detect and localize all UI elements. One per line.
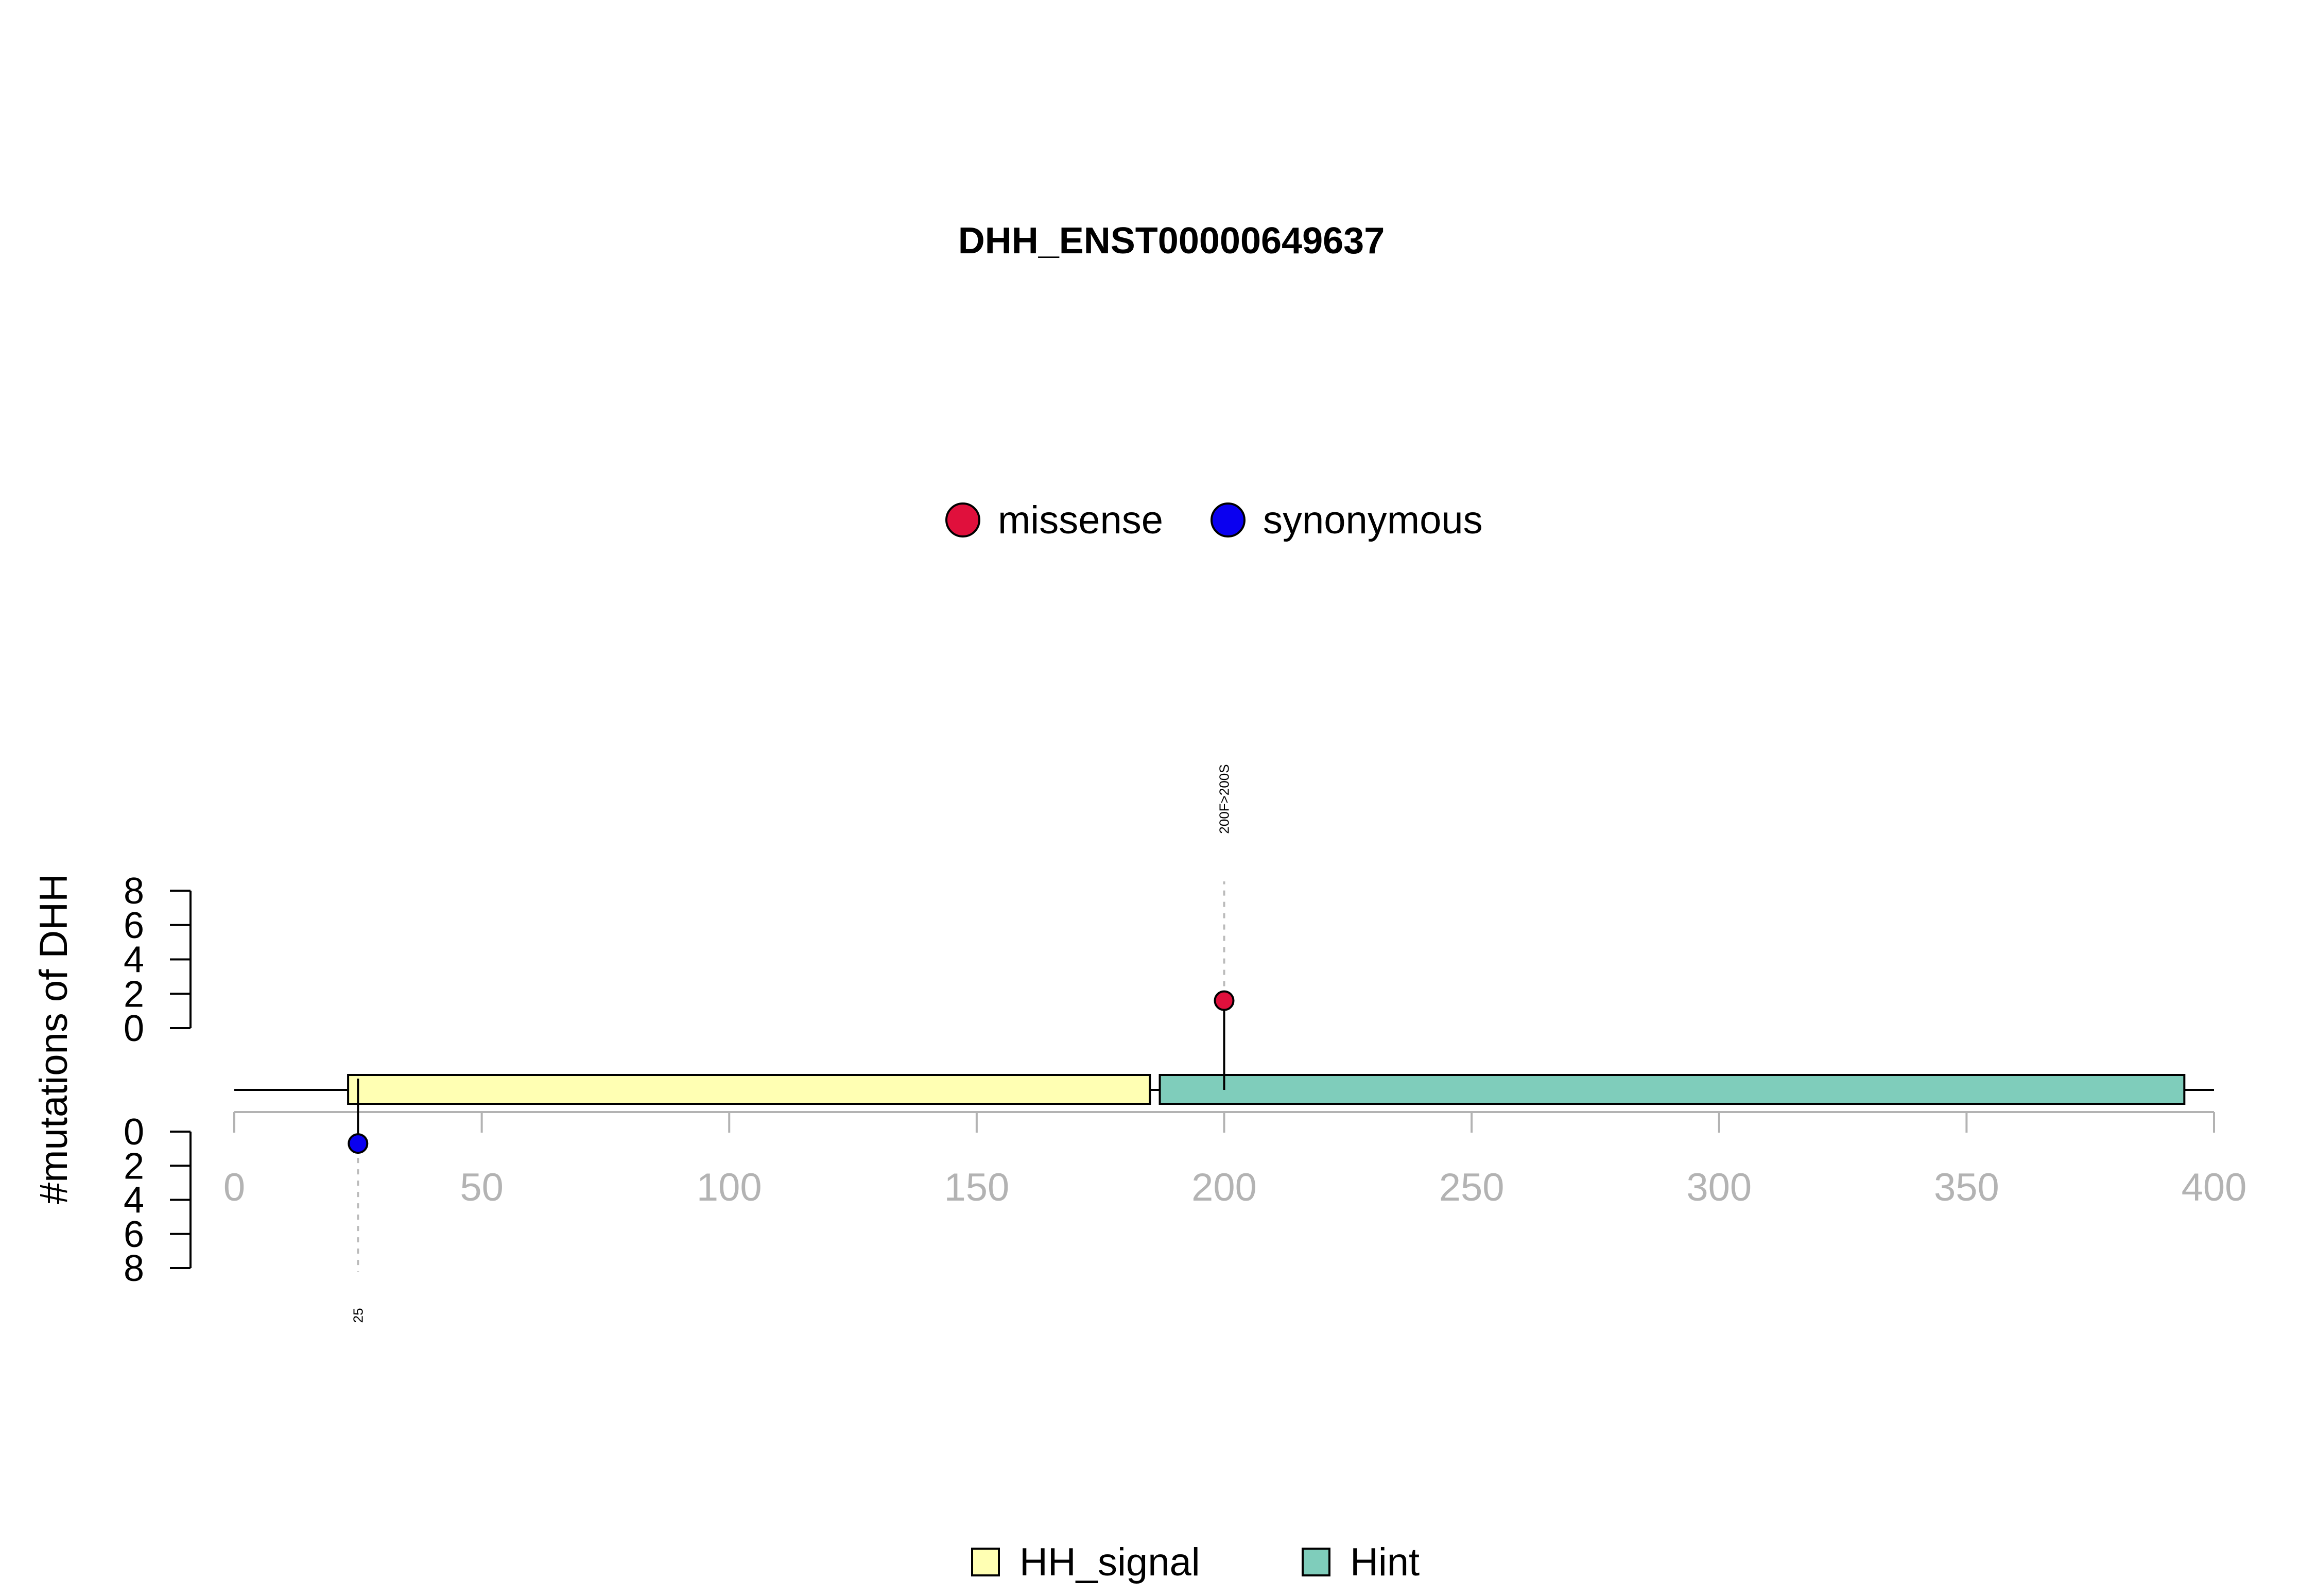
x-tick-label-0: 0 <box>223 1166 245 1209</box>
legend-swatch-HH_signal <box>971 1548 1000 1576</box>
mutation-label: 200F>200S <box>1217 764 1232 834</box>
y-tick-label-top-8: 8 <box>124 871 144 912</box>
x-tick-label-400: 400 <box>2182 1166 2247 1209</box>
mutation-label: 25 <box>350 1308 366 1323</box>
mutation-lollipops: 200F>200S 25 <box>348 764 1235 1323</box>
y-tick-label-bottom-6: 6 <box>124 1214 144 1255</box>
y-tick-label-bottom-2: 2 <box>124 1146 144 1187</box>
legend-label-HH_signal: HH_signal <box>1019 1540 1200 1584</box>
legend-label-Hint: Hint <box>1350 1540 1420 1584</box>
x-axis: 0 50 100 150 200 250 300 350 400 <box>223 1111 2247 1209</box>
x-tick-label-350: 350 <box>1934 1166 1999 1209</box>
y-tick-label-top-2: 2 <box>124 974 144 1015</box>
x-tick-label-200: 200 <box>1191 1166 1257 1209</box>
mutation-synonymous-25: 25 <box>348 1079 369 1323</box>
y-tick-label-top-6: 6 <box>124 905 144 946</box>
y-tick-label-bottom-4: 4 <box>124 1180 144 1221</box>
y-tick-label-top-4: 4 <box>124 940 144 981</box>
mutation-legend: missense synonymous <box>945 498 1483 542</box>
mutation-point <box>348 1133 369 1154</box>
legend-item-Hint: Hint <box>1302 1540 1420 1584</box>
domains <box>347 1074 2186 1105</box>
legend-item-synonymous: synonymous <box>1211 498 1483 542</box>
x-tick-label-50: 50 <box>460 1166 504 1209</box>
mutation-missense-200: 200F>200S <box>1214 764 1235 1090</box>
y-tick-label-bottom-0: 0 <box>124 1112 144 1153</box>
y-tick-label-bottom-8: 8 <box>124 1248 144 1289</box>
x-tick-label-150: 150 <box>944 1166 1009 1209</box>
domain-legend: HH_signal Hint <box>971 1540 1420 1584</box>
legend-item-missense: missense <box>945 498 1163 542</box>
legend-label-synonymous: synonymous <box>1263 498 1483 542</box>
y-axis-label: #mutations of DHH <box>32 874 76 1204</box>
legend-item-HH_signal: HH_signal <box>971 1540 1200 1584</box>
x-tick-label-250: 250 <box>1439 1166 1505 1209</box>
domain-Hint <box>1158 1074 2186 1105</box>
mutation-point <box>1214 990 1235 1011</box>
y-tick-label-top-0: 0 <box>124 1008 144 1049</box>
legend-swatch-Hint <box>1302 1548 1330 1576</box>
legend-marker-synonymous <box>1211 502 1246 537</box>
x-tick-label-300: 300 <box>1686 1166 1752 1209</box>
legend-label-missense: missense <box>998 498 1163 542</box>
chart-title: DHH_ENST00000649637 <box>958 220 1385 262</box>
legend-marker-missense <box>945 502 980 537</box>
domain-HH_signal <box>347 1074 1151 1105</box>
x-tick-label-100: 100 <box>697 1166 762 1209</box>
